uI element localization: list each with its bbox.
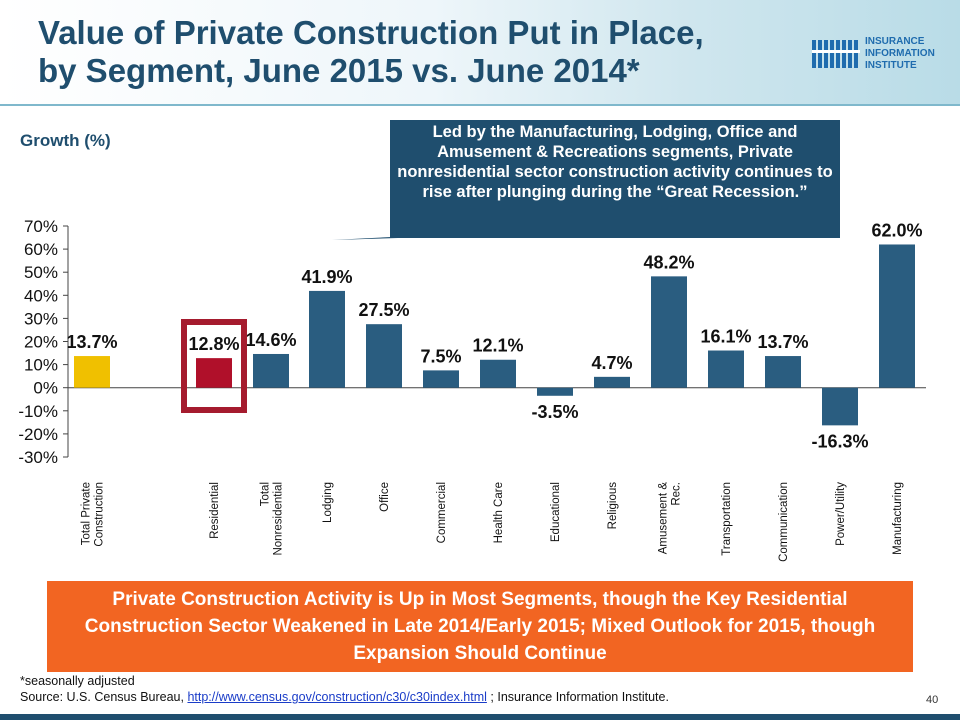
y-tick-label: -20%: [18, 425, 58, 444]
category-label: Residential: [209, 482, 221, 539]
bar: [480, 359, 516, 388]
y-axis-label: Growth (%): [20, 131, 111, 150]
data-label: 16.1%: [700, 327, 751, 347]
data-label: 12.8%: [188, 334, 239, 354]
y-tick-label: 10%: [24, 356, 58, 375]
footer-bar: [0, 714, 960, 720]
data-label: 4.7%: [591, 353, 632, 373]
category-label: Total Private: [81, 482, 93, 545]
bar: [822, 387, 858, 426]
data-label: 12.1%: [472, 336, 523, 356]
category-label: Manufacturing: [892, 482, 904, 555]
logo-line-1: INSURANCE: [865, 36, 925, 47]
header-background: [0, 0, 960, 104]
y-tick-label: 20%: [24, 333, 58, 352]
logo-wordmark: INSURANCE INFORMATION INSTITUTE: [865, 36, 935, 72]
summary-banner: Private Construction Activity is Up in M…: [47, 581, 913, 672]
category-label: Nonresidential: [273, 482, 285, 556]
source-line: Source: U.S. Census Bureau, http://www.c…: [20, 690, 669, 704]
data-label: 62.0%: [871, 220, 922, 240]
iii-logo-icon: [812, 40, 860, 68]
bar: [309, 290, 345, 388]
bar: [879, 244, 915, 388]
y-tick-label: 70%: [24, 217, 58, 236]
bar: [708, 350, 744, 388]
title-line-2: by Segment, June 2015 vs. June 2014*: [38, 52, 640, 89]
y-tick-label: -10%: [18, 402, 58, 421]
data-label: 13.7%: [66, 332, 117, 352]
data-label: 7.5%: [420, 346, 461, 366]
bar: [74, 356, 110, 388]
y-tick-label: 50%: [24, 263, 58, 282]
source-prefix: Source: U.S. Census Bureau,: [20, 690, 188, 704]
highlight-box: [181, 319, 247, 413]
title-line-1: Value of Private Construction Put in Pla…: [38, 14, 704, 51]
bar: [253, 353, 289, 388]
bar: [651, 276, 687, 388]
category-label: Educational: [550, 482, 562, 542]
y-tick-label: 0%: [33, 379, 58, 398]
category-label: Total: [260, 482, 272, 506]
data-label: 41.9%: [301, 267, 352, 287]
data-label: 48.2%: [643, 252, 694, 272]
header-divider: [0, 104, 960, 106]
y-tick-label: 30%: [24, 309, 58, 328]
bar: [366, 324, 402, 388]
y-tick-label: -30%: [18, 448, 58, 467]
logo-line-3: INSTITUTE: [865, 60, 917, 71]
page-number: 40: [926, 694, 939, 706]
data-label: 27.5%: [358, 300, 409, 320]
source-link[interactable]: http://www.census.gov/construction/c30/c…: [187, 690, 487, 704]
page-title: Value of Private Construction Put in Pla…: [38, 14, 798, 90]
logo-line-2: INFORMATION: [865, 48, 935, 59]
data-label: 14.6%: [245, 330, 296, 350]
footnote: *seasonally adjusted: [20, 674, 135, 688]
bar: [594, 376, 630, 388]
category-label: Commercial: [436, 482, 448, 543]
callout-box: Led by the Manufacturing, Lodging, Offic…: [390, 120, 840, 238]
category-label: Communication: [778, 482, 790, 562]
category-label: Amusement &: [658, 482, 670, 555]
data-label: -3.5%: [531, 402, 578, 422]
source-suffix: ; Insurance Information Institute.: [486, 690, 669, 704]
bar: [196, 358, 232, 388]
category-label: Rec.: [671, 482, 683, 506]
data-label: -16.3%: [811, 431, 868, 451]
y-tick-label: 40%: [24, 286, 58, 305]
y-tick-label: 60%: [24, 240, 58, 259]
bar: [537, 387, 573, 396]
category-label: Office: [379, 482, 391, 512]
category-label: Transportation: [721, 482, 733, 556]
data-label: 13.7%: [757, 332, 808, 352]
category-label: Lodging: [322, 482, 334, 523]
category-label: Religious: [607, 482, 619, 530]
bar: [765, 356, 801, 388]
category-label: Construction: [94, 482, 106, 547]
bar: [423, 370, 459, 388]
category-label: Power/Utility: [835, 482, 847, 546]
category-label: Health Care: [493, 482, 505, 543]
